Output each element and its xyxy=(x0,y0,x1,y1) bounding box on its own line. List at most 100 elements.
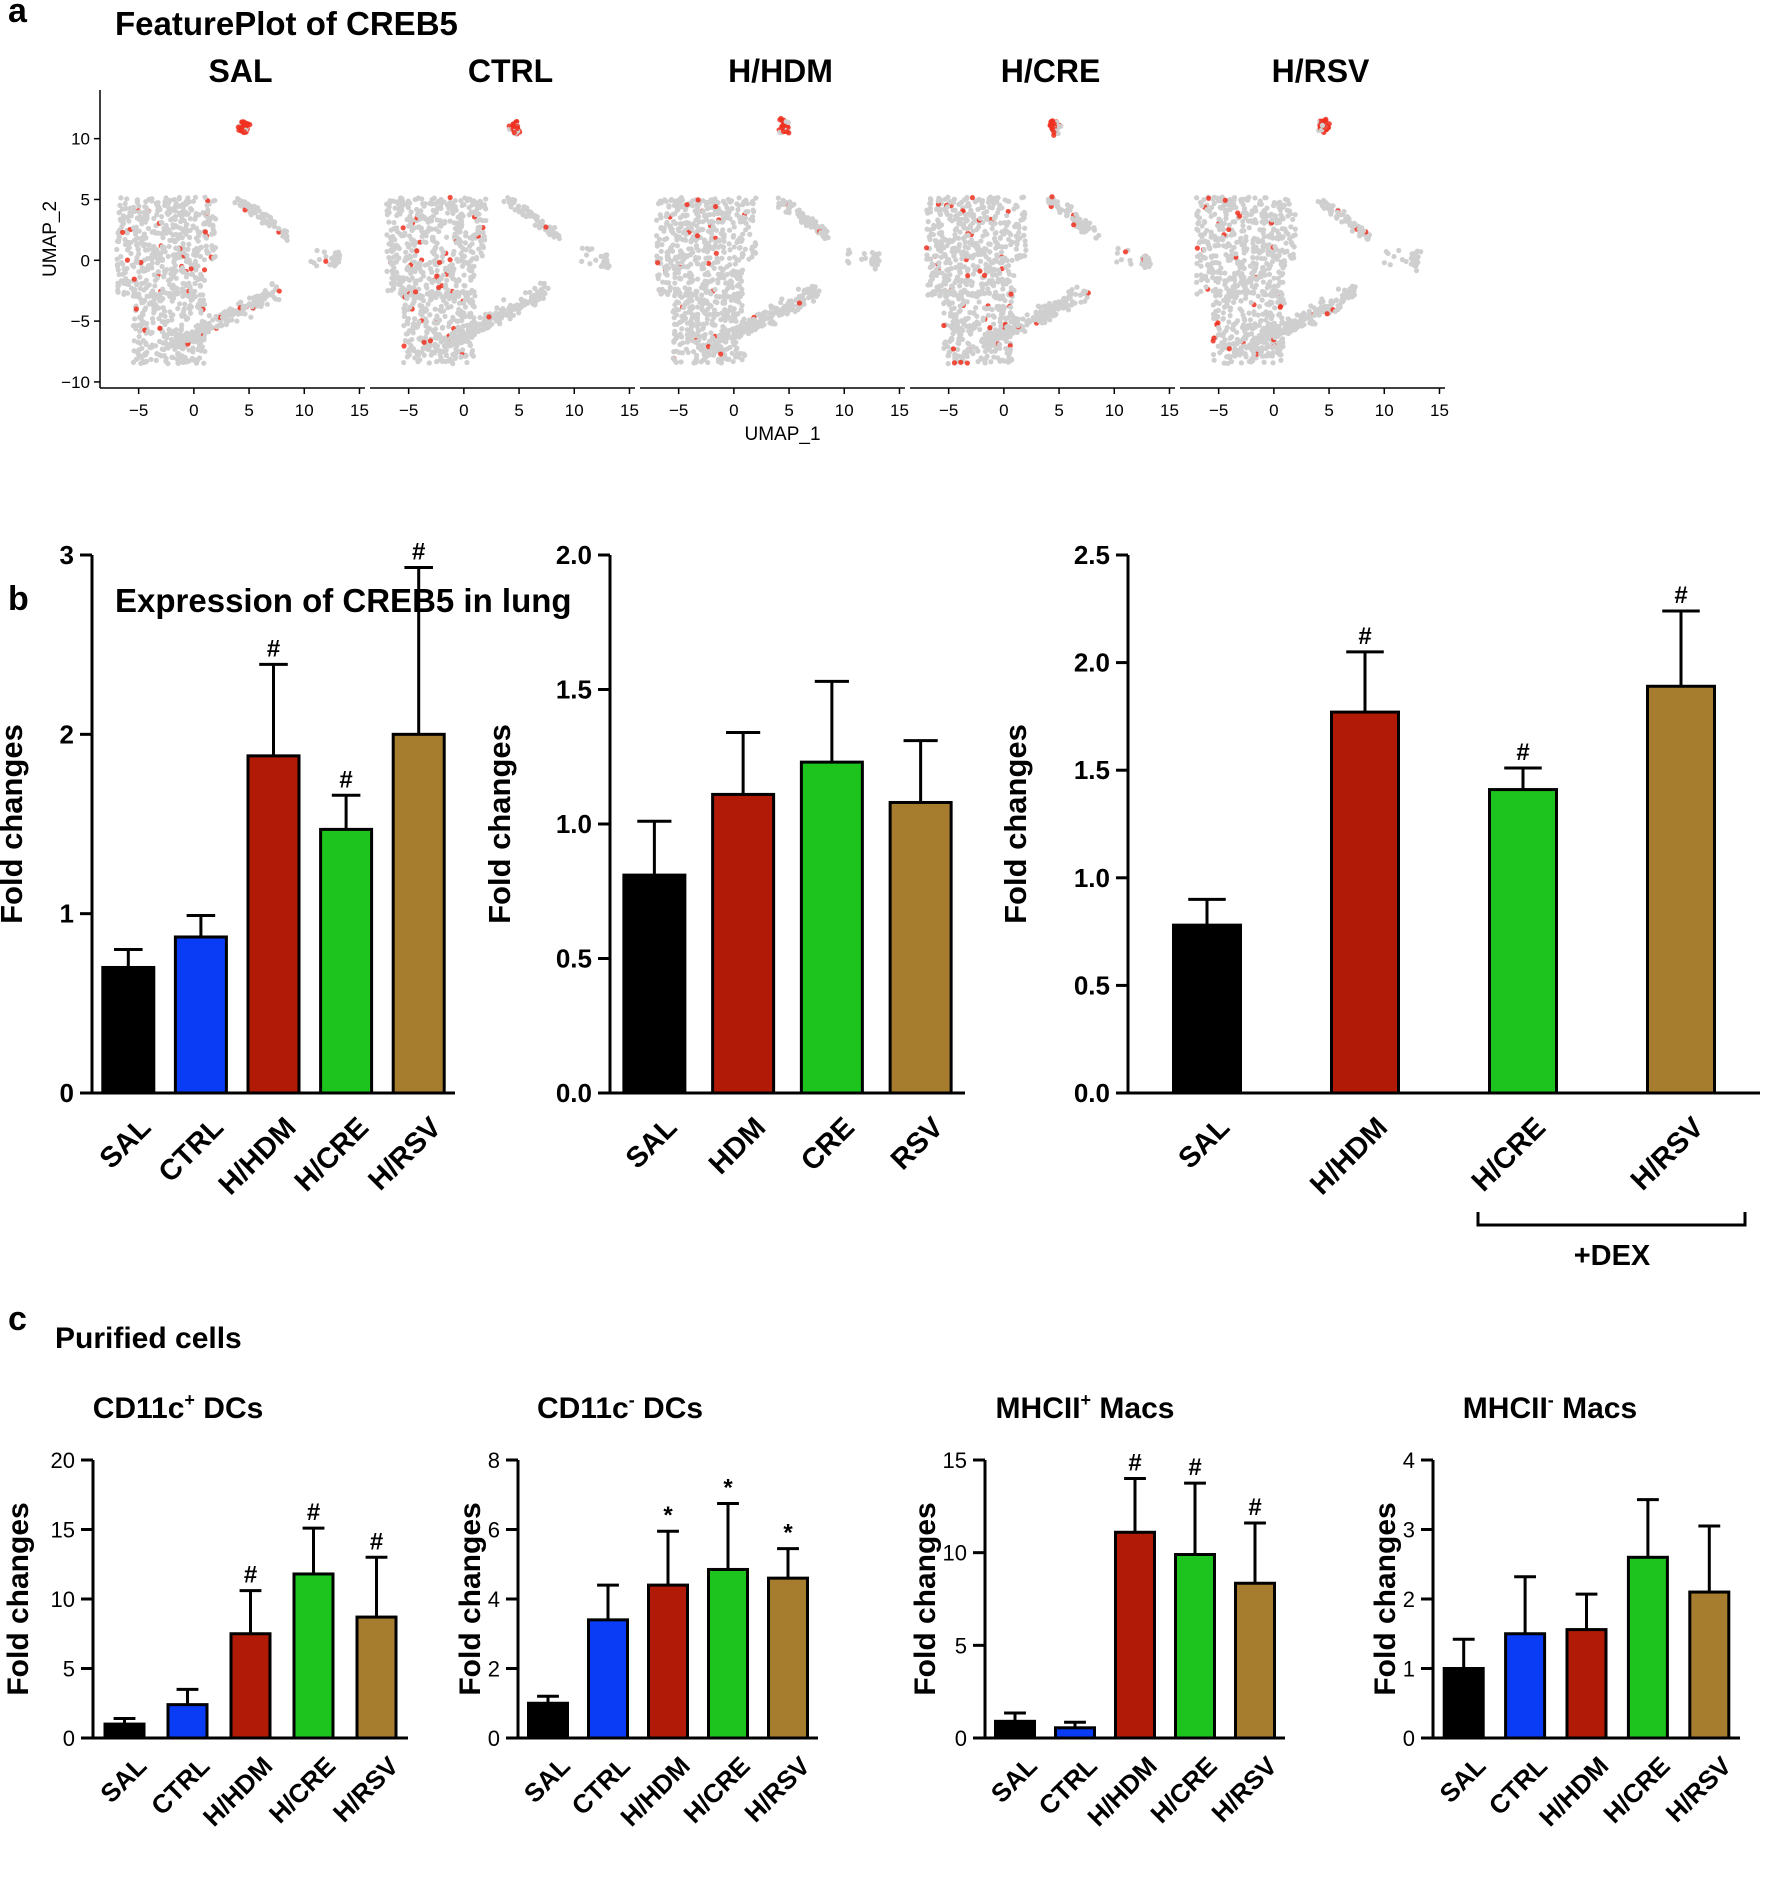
umap-point xyxy=(455,214,461,220)
umap-point xyxy=(180,309,187,315)
umap-point xyxy=(687,251,694,258)
umap-point xyxy=(945,344,951,350)
umap-point xyxy=(471,304,477,310)
umap-point xyxy=(954,293,961,299)
umap-point xyxy=(401,343,407,349)
umap-point xyxy=(687,270,694,277)
umap-point xyxy=(434,273,440,279)
umap-point xyxy=(131,264,137,270)
umap-point xyxy=(136,209,142,215)
umap-x-tick-label: 10 xyxy=(835,401,854,420)
umap-point xyxy=(429,197,435,203)
umap-point xyxy=(149,329,155,336)
umap-point xyxy=(997,315,1004,322)
umap-point xyxy=(950,288,956,294)
umap-point xyxy=(477,204,483,211)
umap-point xyxy=(196,324,202,330)
umap-point xyxy=(1264,285,1270,291)
umap-point xyxy=(159,256,165,262)
umap-point xyxy=(139,216,145,222)
umap-point xyxy=(262,287,268,294)
umap-point xyxy=(521,302,528,308)
umap-point xyxy=(681,302,687,308)
umap-x-tick-label: −5 xyxy=(669,401,688,420)
umap-point xyxy=(1262,256,1268,262)
umap-point xyxy=(434,217,440,223)
umap-point xyxy=(1065,307,1071,313)
umap-point xyxy=(263,220,269,226)
umap-point xyxy=(695,197,701,203)
umap-point xyxy=(672,211,678,217)
umap-point xyxy=(209,243,215,249)
umap-point xyxy=(923,245,930,251)
umap-x-tick-label: −5 xyxy=(939,401,958,420)
umap-point xyxy=(824,228,830,234)
umap-point xyxy=(174,286,180,292)
umap-point xyxy=(944,204,951,210)
umap-point xyxy=(708,291,714,297)
umap-point xyxy=(978,205,985,211)
umap-point xyxy=(947,199,953,205)
umap-point xyxy=(432,326,439,332)
umap-point xyxy=(453,283,459,289)
umap-point xyxy=(969,290,976,296)
umap-point xyxy=(227,308,233,314)
umap-point xyxy=(384,268,390,274)
umap-point xyxy=(411,259,417,265)
umap-point xyxy=(518,296,524,302)
umap-point xyxy=(172,346,178,352)
umap-point xyxy=(684,201,690,208)
umap-point xyxy=(997,235,1003,241)
umap-point xyxy=(963,279,969,286)
umap-point xyxy=(123,276,129,282)
umap-point xyxy=(740,250,746,257)
umap-x-tick-label: 0 xyxy=(459,401,468,420)
umap-point xyxy=(159,213,165,220)
umap-point xyxy=(666,265,672,271)
umap-point xyxy=(131,338,137,344)
umap-point xyxy=(456,277,462,283)
umap-point xyxy=(323,254,329,260)
umap-point xyxy=(976,299,982,305)
umap-point xyxy=(527,289,533,295)
umap-point xyxy=(729,205,735,212)
umap-point xyxy=(196,333,202,339)
umap-point xyxy=(219,314,226,320)
umap-point xyxy=(422,306,429,312)
umap-point xyxy=(672,274,678,281)
umap-x-tick-label: 10 xyxy=(1375,401,1394,420)
umap-point xyxy=(720,315,727,321)
umap-point xyxy=(178,218,184,225)
umap-point xyxy=(145,328,151,334)
umap-point xyxy=(114,256,120,262)
umap-point xyxy=(1238,197,1244,203)
umap-point xyxy=(176,359,182,366)
umap-point xyxy=(165,253,171,260)
umap-point xyxy=(471,263,477,269)
umap-point xyxy=(707,211,713,218)
umap-point xyxy=(951,360,958,366)
umap-point xyxy=(1216,226,1223,233)
umap-point xyxy=(276,288,282,294)
umap-point xyxy=(170,312,176,318)
umap-point xyxy=(1019,211,1025,218)
umap-point xyxy=(187,234,193,241)
umap-point xyxy=(253,296,259,302)
umap-point xyxy=(740,231,746,237)
umap-point xyxy=(133,306,139,312)
umap-point xyxy=(796,300,803,306)
umap-point xyxy=(161,334,167,340)
umap-point xyxy=(1014,320,1020,326)
umap-point xyxy=(160,286,166,292)
umap-point xyxy=(172,337,178,343)
umap-point xyxy=(209,214,216,220)
umap-point xyxy=(670,309,676,315)
umap-point xyxy=(132,316,138,322)
umap-point xyxy=(697,299,703,305)
umap-point xyxy=(1246,225,1252,231)
umap-point xyxy=(118,253,124,260)
umap-point xyxy=(161,346,167,353)
umap-point xyxy=(1011,206,1017,212)
umap-x-tick-label: 0 xyxy=(1269,401,1278,420)
umap-point xyxy=(674,204,680,210)
